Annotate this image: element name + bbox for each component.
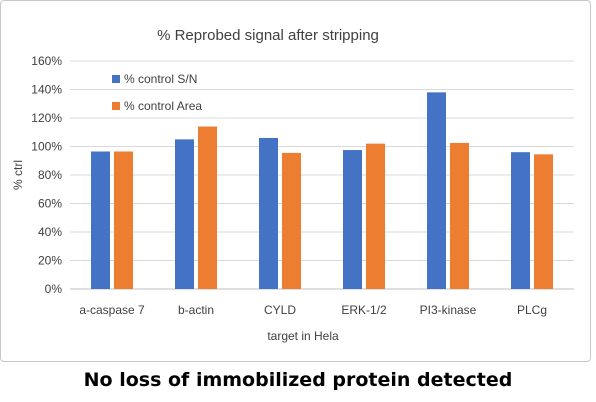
y-tick-label: 140% [31, 83, 62, 97]
x-tick-label: CYLD [264, 303, 296, 317]
bar-area-0 [114, 151, 133, 289]
y-tick-label: 80% [38, 168, 62, 182]
y-tick-label: 60% [38, 197, 62, 211]
legend-label: % control S/N [124, 72, 197, 86]
bar-sn-2 [259, 137, 278, 289]
bar-chart: % Reprobed signal after stripping 0% 20% 4… [11, 27, 574, 343]
bar-sn-3 [343, 150, 362, 289]
bar-area-2 [282, 152, 301, 289]
x-tick-label: a-caspase 7 [79, 303, 145, 317]
y-tick-label: 100% [31, 140, 62, 154]
chart-frame [0, 0, 591, 362]
caption: No loss of immobilized protein detected [83, 369, 513, 391]
y-axis-label: % ctrl [11, 160, 25, 190]
x-tick-label: PLCg [517, 303, 547, 317]
bars [91, 92, 553, 289]
bar-sn-5 [511, 152, 530, 289]
legend: % control S/N % control Area [112, 72, 202, 113]
x-axis-ticks: a-caspase 7 b-actin CYLD ERK-1/2 PI3-kinase P… [79, 303, 547, 317]
bar-area-3 [366, 143, 385, 289]
chart-title: % Reprobed signal after stripping [157, 27, 379, 44]
x-tick-label: ERK-1/2 [341, 303, 387, 317]
y-axis-ticks: 0% 20% 40% 60% 80% 100% 120% 140% 160% [31, 54, 62, 296]
y-tick-label: 20% [38, 254, 62, 268]
bar-sn-4 [427, 92, 446, 289]
legend-swatch [112, 102, 120, 110]
bar-sn-1 [175, 139, 194, 289]
bar-area-5 [534, 154, 553, 289]
y-tick-label: 160% [31, 54, 62, 68]
legend-swatch [112, 75, 120, 83]
bar-area-1 [198, 126, 217, 289]
x-axis-label: target in Hela [267, 329, 339, 343]
bar-sn-0 [91, 151, 110, 289]
gridlines [70, 60, 574, 290]
bar-area-4 [450, 142, 469, 289]
legend-label: % control Area [124, 99, 202, 113]
y-tick-label: 40% [38, 225, 62, 239]
x-tick-label: PI3-kinase [420, 303, 477, 317]
x-tick-label: b-actin [178, 303, 214, 317]
y-tick-label: 120% [31, 111, 62, 125]
y-tick-label: 0% [45, 282, 63, 296]
